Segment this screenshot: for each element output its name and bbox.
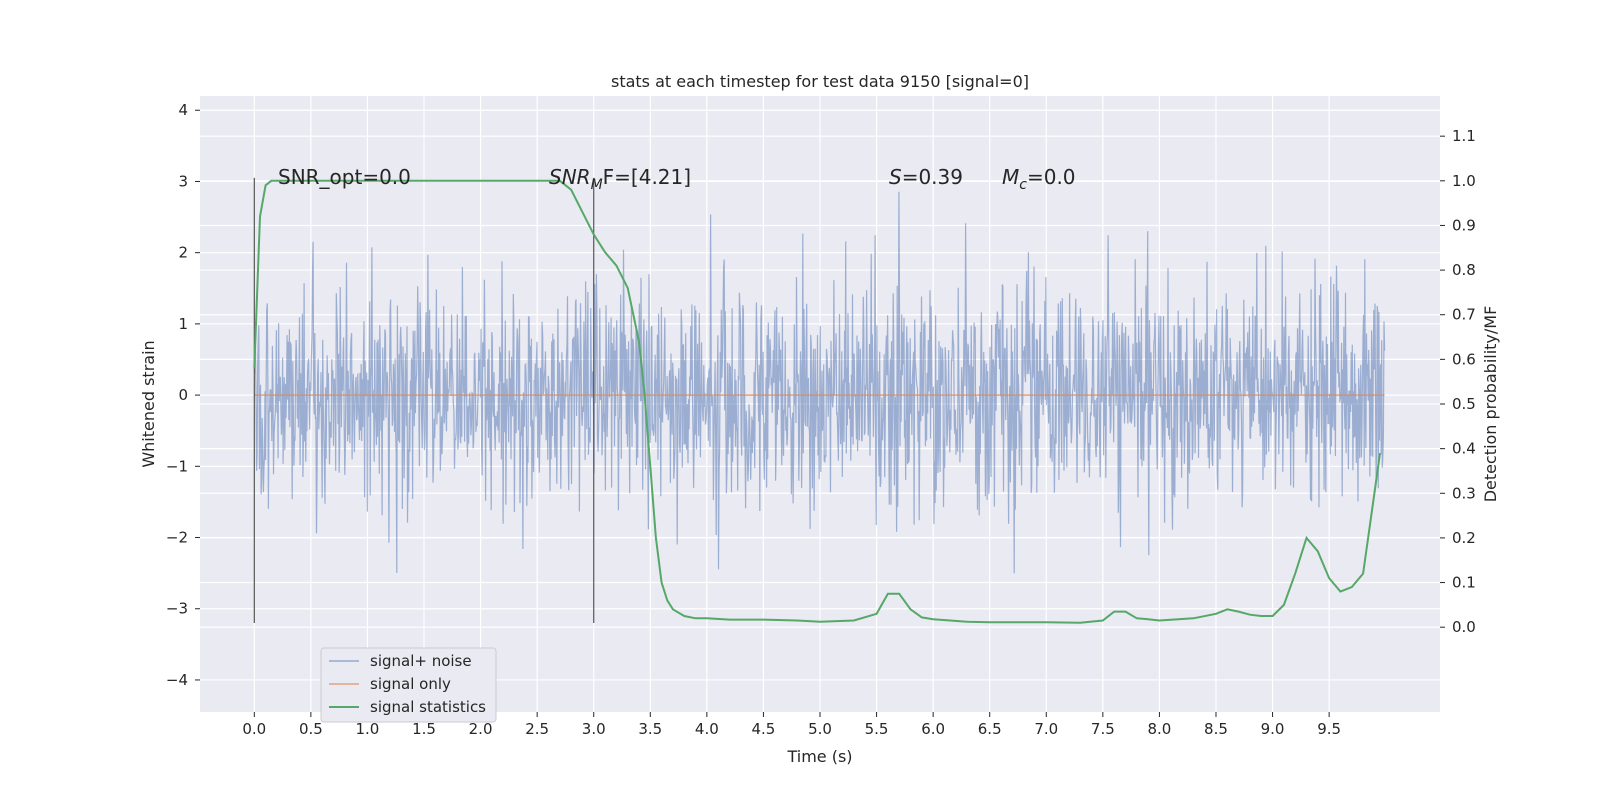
x-tick-label: 6.0: [921, 720, 945, 738]
x-tick-label: 7.5: [1091, 720, 1115, 738]
x-tick-label: 7.0: [1034, 720, 1058, 738]
legend: signal+ noise signal only signal statist…: [320, 647, 497, 723]
y-tick-label: 0: [178, 386, 188, 404]
annotation-mc: Mc=0.0: [1002, 165, 1076, 193]
x-tick-label: 9.5: [1317, 720, 1341, 738]
y-axis-label: Whitened strain: [139, 340, 158, 467]
x-tick-label: 0.5: [299, 720, 323, 738]
x-tick-label: 3.5: [638, 720, 662, 738]
annotation-snr-mf-rest: F=[4.21]: [603, 165, 691, 189]
y-tick-label: 4: [178, 101, 188, 119]
y2-tick-label: 0.0: [1452, 618, 1476, 636]
y2-tick-label: 0.9: [1452, 216, 1476, 234]
x-tick-label: 8.0: [1147, 720, 1171, 738]
y2-tick-label: 0.3: [1452, 484, 1476, 502]
legend-label-signal-statistics: signal statistics: [370, 698, 486, 716]
x-tick-label: 5.0: [808, 720, 832, 738]
annotation-s-rest: =0.39: [902, 165, 963, 189]
signal-statistics-line: [253, 179, 1381, 624]
annotation-mc-rest: =0.0: [1027, 165, 1076, 189]
annotation-snr-mf-base: SNR: [549, 165, 591, 189]
y2-tick-label: 0.7: [1452, 306, 1476, 324]
y2-tick-label: 1.1: [1452, 127, 1476, 145]
legend-label-signal-only: signal only: [370, 675, 451, 693]
x-tick-label: 4.5: [752, 720, 776, 738]
annotation-mc-base: M: [1002, 165, 1019, 189]
y2-tick-label: 0.2: [1452, 529, 1476, 547]
y-tick-label: −1: [166, 457, 188, 475]
annotation-snr-mf: SNRMF=[4.21]: [549, 165, 691, 193]
x-tick-label: 9.0: [1261, 720, 1285, 738]
y2-tick-label: 1.0: [1452, 172, 1476, 190]
y2-tick-label: 0.4: [1452, 440, 1476, 458]
y2-tick-label: 0.5: [1452, 395, 1476, 413]
x-tick-label: 1.0: [356, 720, 380, 738]
y-tick-label: −2: [166, 529, 188, 547]
annotation-mc-sub: c: [1019, 177, 1027, 193]
y-tick-label: 2: [178, 244, 188, 262]
x-tick-label: 2.5: [525, 720, 549, 738]
axis-ticks: 0.0 0.5 1.0 1.5 2.0 2.5 3.0 3.5 4.0 4.5 5.0 5.5 6.0 6…: [166, 101, 1476, 738]
legend-box: [320, 647, 497, 723]
legend-label-signal-noise: signal+ noise: [370, 652, 472, 670]
y-tick-label: −4: [166, 671, 188, 689]
x-axis-label: Time (s): [786, 747, 852, 766]
signal-noise-line: [253, 191, 1386, 574]
y2-tick-label: 0.8: [1452, 261, 1476, 279]
y-tick-label: −3: [166, 600, 188, 618]
y2-tick-label: 0.1: [1452, 574, 1476, 592]
x-tick-label: 6.5: [978, 720, 1002, 738]
y-tick-label: 3: [178, 172, 188, 190]
signal-noise-series: [253, 191, 1386, 574]
signal-statistics-series: [253, 179, 1381, 624]
x-tick-label: 5.5: [865, 720, 889, 738]
x-tick-label: 4.0: [695, 720, 719, 738]
x-tick-label: 2.0: [469, 720, 493, 738]
annotation-s-base: S: [889, 165, 902, 189]
annotation-s: S=0.39: [889, 165, 963, 189]
y2-tick-label: 0.6: [1452, 350, 1476, 368]
y2-axis-label: Detection probability/MF: [1481, 306, 1500, 503]
y-tick-label: 1: [178, 315, 188, 333]
x-tick-label: 0.0: [242, 720, 266, 738]
x-tick-label: 3.0: [582, 720, 606, 738]
x-tick-label: 8.5: [1204, 720, 1228, 738]
annotation-snr-mf-sub: M: [591, 177, 603, 193]
annotation-snr-opt: SNR_opt=0.0: [278, 165, 411, 189]
chart-title: stats at each timestep for test data 915…: [611, 72, 1029, 91]
marker-lines: [253, 177, 595, 623]
x-tick-label: 1.5: [412, 720, 436, 738]
